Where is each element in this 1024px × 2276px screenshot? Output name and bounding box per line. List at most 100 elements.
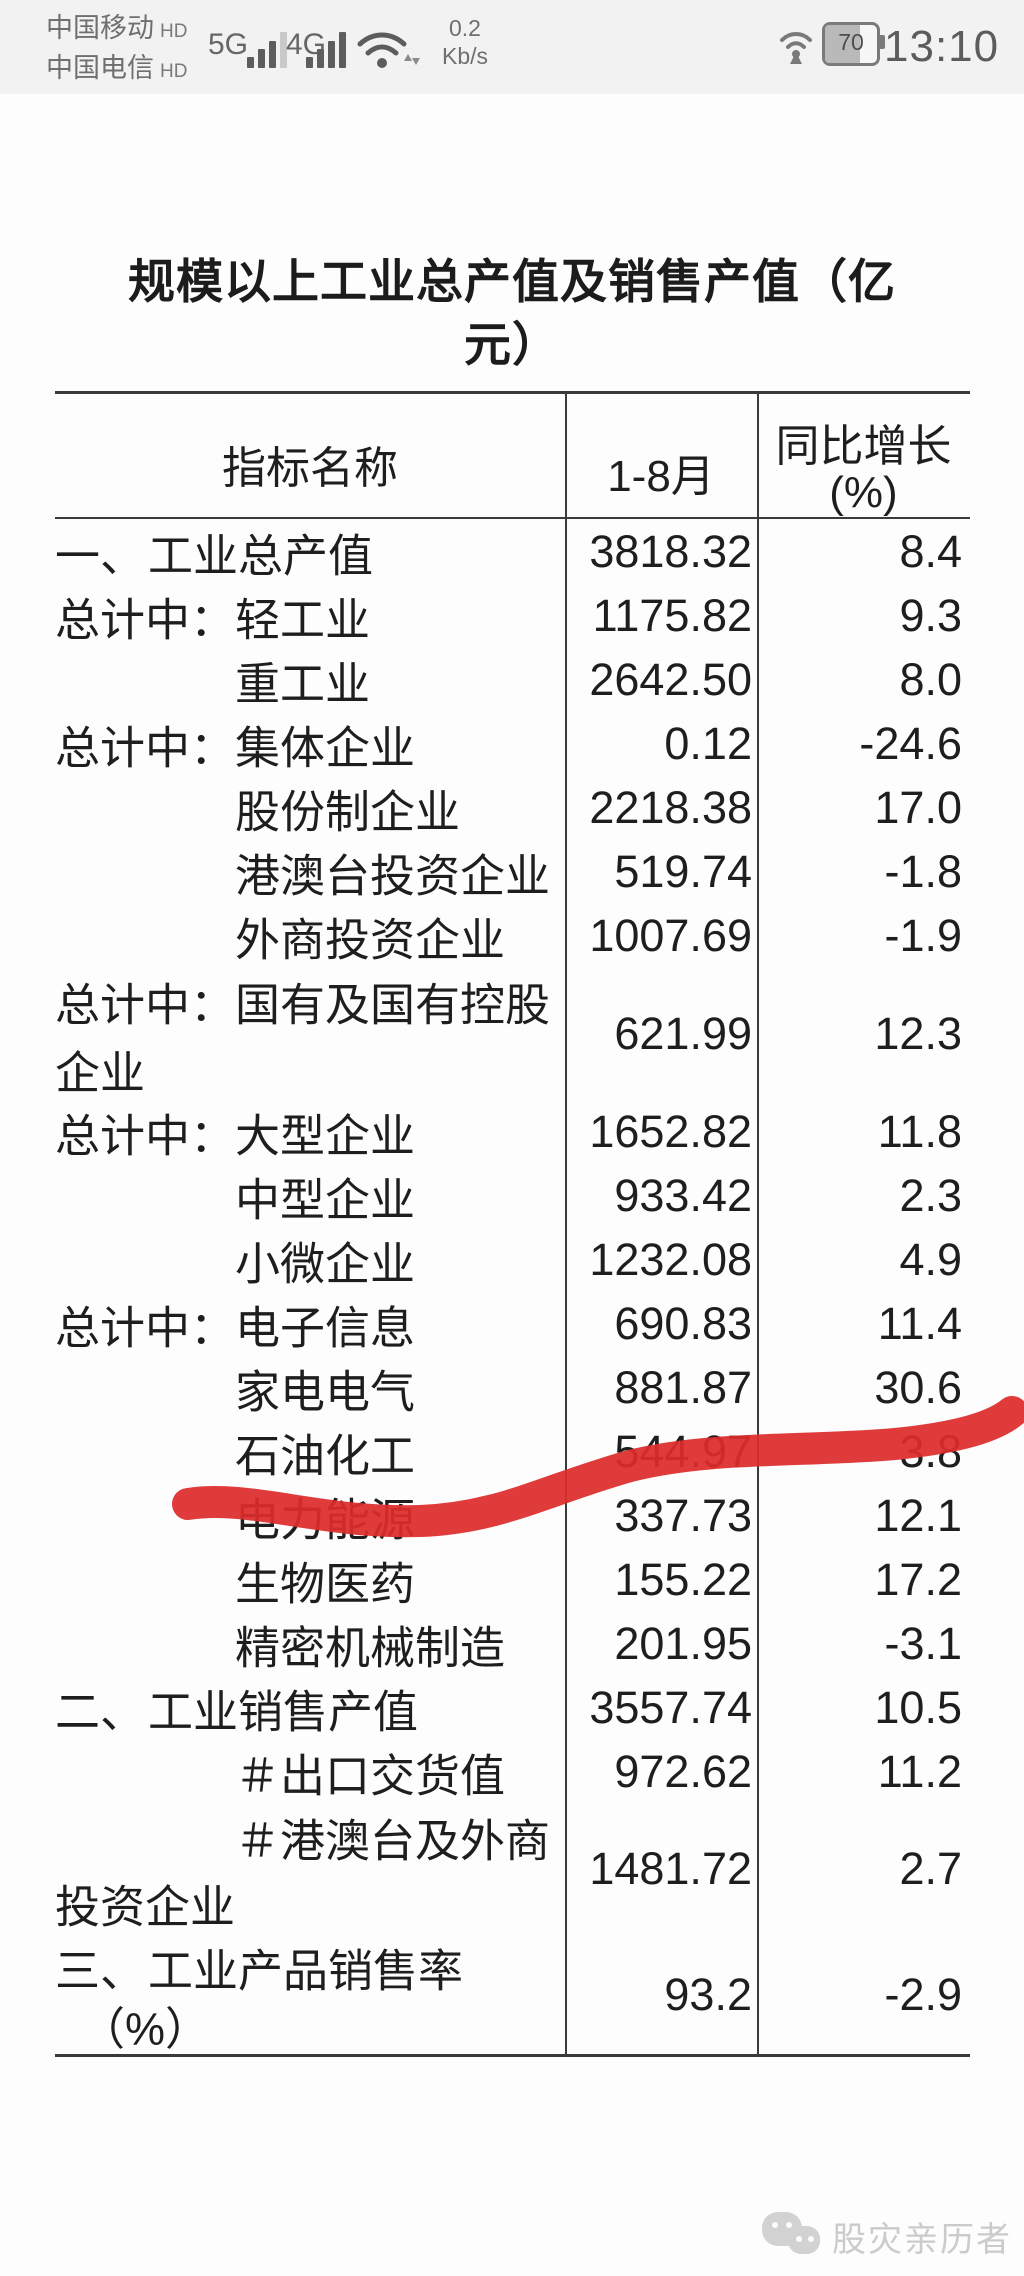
table-row: 总计中： 集体企业 0.12 -24.6 <box>0 712 1024 776</box>
carrier-2: 中国电信 <box>46 53 154 83</box>
table-row: 总计中： 轻工业 1175.82 9.3 <box>0 584 1024 648</box>
row-growth: 2.7 <box>899 1843 962 1894</box>
row-prefix: 总计中： <box>55 594 236 646</box>
watermark-text: 股灾亲历者 <box>832 2220 1012 2259</box>
row-growth: 8.0 <box>899 654 962 705</box>
column-divider <box>565 392 567 2055</box>
table-row: 股份制企业 2218.38 17.0 <box>0 776 1024 840</box>
table-row: 外商投资企业 1007.69 -1.9 <box>0 904 1024 968</box>
row-value: 93.2 <box>664 1969 752 2020</box>
table-body: 一、 工业总产值 3818.32 8.4 总计中： 轻工业 1175.82 9.3 重工业 2… <box>0 520 1024 2056</box>
row-label: 港澳台投资企业 <box>235 850 551 902</box>
row-label: 工业产品销售率 <box>148 1945 464 1997</box>
table-row: 港澳台投资企业 519.74 -1.8 <box>0 840 1024 904</box>
table-row: 精密机械制造 201.95 -3.1 <box>0 1612 1024 1676</box>
table-row: 电力能源 337.73 12.1 <box>0 1484 1024 1548</box>
row-growth: 9.3 <box>899 590 962 641</box>
row-growth: 12.3 <box>874 1008 962 1059</box>
row-label: 电子信息 <box>235 1302 416 1354</box>
row-growth: 2.3 <box>899 1170 962 1221</box>
table-row: 中型企业 933.42 2.3 <box>0 1164 1024 1228</box>
status-bar: 中国移动 HD 中国电信 HD 5G 4G 0.2 Kb/s <box>0 0 1024 94</box>
carrier-1: 中国移动 <box>46 13 154 43</box>
row-prefix: 总计中： <box>55 1110 236 1162</box>
column-header-indicator: 指标名称 <box>222 444 398 493</box>
title-line-2: 元） <box>464 318 560 371</box>
row-growth: 30.6 <box>874 1362 962 1413</box>
network-5g-label: 5G <box>208 28 249 61</box>
speed-unit: Kb/s <box>441 43 489 69</box>
row-growth: -2.9 <box>884 1969 962 2020</box>
row-prefix: 总计中： <box>55 722 236 774</box>
table-row: 一、 工业总产值 3818.32 8.4 <box>0 520 1024 584</box>
row-label: ＃港澳台及外商 <box>235 1815 551 1867</box>
network-speed: 0.2 Kb/s <box>420 14 510 70</box>
row-label: 外商投资企业 <box>235 914 506 966</box>
signal-bars-icon <box>306 30 348 68</box>
row-value: 201.95 <box>614 1618 752 1669</box>
row-value: 519.74 <box>614 846 752 897</box>
carrier-names: 中国移动 HD 中国电信 HD <box>46 10 187 90</box>
row-growth: 17.2 <box>874 1554 962 1605</box>
hd-badge: HD <box>160 21 188 42</box>
row-value: 2218.38 <box>589 782 752 833</box>
row-value: 2642.50 <box>589 654 752 705</box>
row-label: 家电电气 <box>235 1366 416 1418</box>
row-label: 重工业 <box>235 658 371 710</box>
row-label-continued: （%） <box>80 2003 211 2055</box>
row-value: 337.73 <box>614 1490 752 1541</box>
row-label: 电力能源 <box>235 1494 416 1546</box>
table-row: ＃出口交货值 972.62 11.2 <box>0 1740 1024 1804</box>
row-value: 881.87 <box>614 1362 752 1413</box>
wechat-bubbles-icon <box>762 2210 824 2262</box>
table-header-rule <box>55 517 970 519</box>
table-row: 三、 工业产品销售率 （%） 93.2 -2.9 <box>0 1934 1024 2056</box>
row-prefix: 总计中： <box>55 979 236 1031</box>
wifi-hotspot-icon <box>780 32 812 64</box>
table-row-struck: 石油化工 544.97 3.8 <box>0 1420 1024 1484</box>
row-value: 1652.82 <box>589 1106 752 1157</box>
table-bottom-rule <box>55 2054 970 2057</box>
row-growth: 12.1 <box>874 1490 962 1541</box>
table-row: 小微企业 1232.08 4.9 <box>0 1228 1024 1292</box>
row-label: 小微企业 <box>235 1238 416 1290</box>
row-growth: -3.1 <box>884 1618 962 1669</box>
battery-icon: 70 <box>822 22 885 66</box>
row-value: 1175.82 <box>592 590 752 641</box>
table-row: 家电电气 881.87 30.6 <box>0 1356 1024 1420</box>
table-row: 总计中： 电子信息 690.83 11.4 <box>0 1292 1024 1356</box>
table-row: ＃港澳台及外商 投资企业 1481.72 2.7 <box>0 1804 1024 1934</box>
row-growth: 11.4 <box>877 1298 962 1349</box>
table-row: 总计中： 国有及国有控股 企业 621.99 12.3 <box>0 968 1024 1100</box>
row-value: 972.62 <box>614 1746 752 1797</box>
column-divider <box>757 392 759 2055</box>
row-growth: -24.6 <box>859 718 962 769</box>
row-prefix: 总计中： <box>55 1302 236 1354</box>
column-header-growth-unit: (%) <box>829 468 898 517</box>
row-prefix: 一、 <box>55 530 146 582</box>
row-prefix: 三、 <box>55 1945 146 1997</box>
battery-percent: 70 <box>838 29 864 55</box>
row-value: 1007.69 <box>589 910 752 961</box>
table-top-rule <box>55 391 970 394</box>
column-header-period: 1-8月 <box>607 452 715 501</box>
row-value: 3818.32 <box>589 526 752 577</box>
table-row: 二、 工业销售产值 3557.74 10.5 <box>0 1676 1024 1740</box>
row-label: 精密机械制造 <box>235 1622 506 1674</box>
row-label: 股份制企业 <box>235 786 461 838</box>
clock: 13:10 <box>884 22 1000 71</box>
row-value: 0.12 <box>664 718 752 769</box>
traffic-arrows-icon <box>404 52 420 68</box>
table-row: 总计中： 大型企业 1652.82 11.8 <box>0 1100 1024 1164</box>
table-row: 重工业 2642.50 8.0 <box>0 648 1024 712</box>
row-prefix: 二、 <box>55 1686 146 1738</box>
watermark: 股灾亲历者 <box>762 2208 1012 2264</box>
row-label: ＃出口交货值 <box>235 1750 506 1802</box>
row-growth: 17.0 <box>874 782 962 833</box>
row-value: 1481.72 <box>589 1843 752 1894</box>
row-value: 1232.08 <box>589 1234 752 1285</box>
row-label: 轻工业 <box>235 594 371 646</box>
row-value: 621.99 <box>614 1008 752 1059</box>
hd-badge: HD <box>160 61 188 82</box>
row-label: 中型企业 <box>235 1174 416 1226</box>
